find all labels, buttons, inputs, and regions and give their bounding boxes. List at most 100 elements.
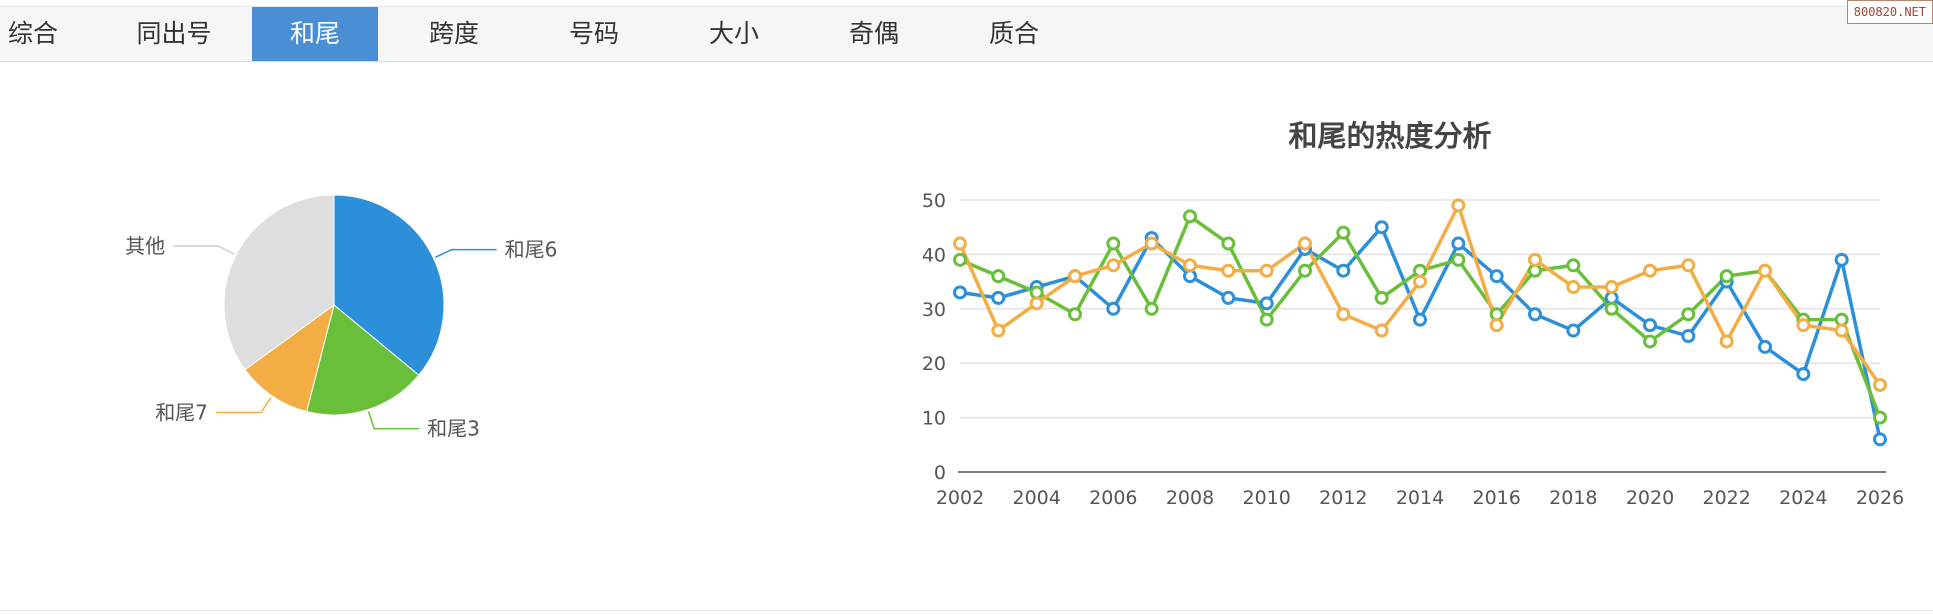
data-point — [1336, 307, 1351, 322]
y-tick-label: 10 — [922, 408, 946, 430]
y-tick-label: 0 — [934, 462, 946, 484]
tab-bar: 综合 同出号 和尾 跨度 号码 大小 奇偶 质合 — [0, 6, 1933, 62]
data-point — [1106, 236, 1121, 251]
data-point — [1298, 236, 1312, 251]
data-point — [1451, 236, 1466, 251]
pie-slice-label: 和尾7 — [155, 401, 208, 425]
data-point — [1719, 334, 1734, 349]
data-point — [1604, 280, 1619, 295]
data-point — [1144, 301, 1159, 316]
pie-label-line — [215, 397, 272, 414]
y-tick-label: 30 — [922, 299, 946, 321]
chart-title: 和尾的热度分析 — [1288, 119, 1491, 153]
bottom-divider — [0, 610, 1933, 611]
tab-tongchuhao[interactable]: 同出号 — [136, 19, 212, 48]
tab-jiou[interactable]: 奇偶 — [848, 19, 899, 48]
data-point — [1681, 258, 1696, 273]
data-point — [1029, 285, 1044, 300]
data-point — [991, 290, 1006, 305]
pie-slice — [333, 194, 445, 376]
data-point — [1566, 323, 1581, 338]
x-tick-label: 2018 — [1549, 487, 1597, 509]
x-tick-label: 2022 — [1702, 487, 1750, 509]
data-point — [991, 323, 1006, 338]
data-point — [1413, 312, 1427, 327]
data-point — [1873, 377, 1887, 392]
data-point — [1834, 312, 1849, 327]
data-point — [1489, 307, 1504, 322]
data-point — [1144, 236, 1159, 251]
tab-zhihe[interactable]: 质合 — [988, 19, 1039, 48]
data-point — [1528, 252, 1542, 267]
x-tick-label: 2020 — [1626, 487, 1674, 509]
pie-slice-label: 和尾3 — [427, 417, 480, 441]
x-tick-label: 2002 — [936, 487, 984, 509]
data-point — [1604, 301, 1619, 316]
tab-zonghe[interactable]: 综合 — [7, 19, 58, 48]
data-point — [1873, 432, 1887, 447]
data-point — [1029, 296, 1044, 311]
tab-kuadu[interactable]: 跨度 — [428, 19, 479, 48]
data-point — [1489, 269, 1504, 284]
data-point — [953, 236, 967, 251]
data-point — [1374, 220, 1389, 235]
data-point — [1796, 318, 1811, 333]
data-point — [1681, 329, 1696, 343]
data-point — [1566, 280, 1581, 295]
data-point — [1758, 263, 1772, 278]
data-point — [1336, 263, 1351, 278]
tab-hewei[interactable]: 和尾 — [252, 7, 378, 61]
pie-slice — [306, 304, 420, 416]
data-point — [1528, 263, 1542, 278]
data-point — [1873, 410, 1887, 425]
data-point — [1106, 301, 1121, 316]
data-point — [1719, 269, 1734, 284]
x-tick-label: 2012 — [1319, 487, 1367, 509]
pie-label-line — [435, 248, 497, 258]
data-point — [1259, 296, 1274, 311]
data-point — [1183, 258, 1197, 273]
x-tick-label: 2010 — [1242, 487, 1290, 509]
data-point — [1068, 269, 1082, 284]
data-point — [1068, 307, 1082, 322]
y-tick-label: 20 — [922, 353, 946, 375]
tab-haoma[interactable]: 号码 — [568, 19, 619, 48]
pie-slice-label: 和尾6 — [505, 238, 558, 262]
data-point — [1604, 290, 1619, 305]
y-tick-label: 50 — [922, 190, 946, 212]
data-point — [1528, 307, 1542, 322]
data-point — [1183, 269, 1197, 284]
line-chart: 和尾的热度分析 0 10 20 30 40 50 2002 2004 2006 2008 2010 20… — [922, 119, 1904, 509]
data-point — [1298, 263, 1312, 278]
x-tick-label: 2006 — [1089, 487, 1137, 509]
data-point — [1221, 263, 1236, 278]
data-point — [1834, 252, 1849, 267]
data-point — [1451, 198, 1466, 213]
x-tick-label: 2014 — [1396, 487, 1444, 509]
data-point — [1413, 263, 1427, 278]
data-point — [1796, 367, 1811, 382]
data-point — [953, 285, 967, 300]
y-tick-label: 40 — [922, 244, 946, 266]
x-tick-label: 2008 — [1166, 487, 1214, 509]
data-point — [1489, 318, 1504, 333]
data-point — [953, 252, 967, 267]
x-tick-label: 2004 — [1012, 487, 1060, 509]
site-watermark: 800820.NET — [1846, 0, 1933, 24]
data-point — [1259, 263, 1274, 278]
data-point — [1643, 263, 1657, 278]
data-point — [1643, 318, 1657, 333]
pie-slice — [223, 194, 335, 371]
pie-slice-label: 其他 — [125, 234, 165, 258]
data-point — [1106, 258, 1121, 273]
data-point — [1259, 312, 1274, 327]
tab-daxiao[interactable]: 大小 — [708, 19, 759, 48]
data-point — [1183, 209, 1197, 224]
data-point — [1758, 339, 1772, 354]
x-tick-label: 2026 — [1856, 487, 1904, 509]
data-point — [1221, 290, 1236, 305]
pie-chart: 和尾6 和尾3 和尾7 其他 — [125, 194, 558, 441]
data-point — [1413, 274, 1427, 289]
pie-label-line — [173, 245, 235, 255]
